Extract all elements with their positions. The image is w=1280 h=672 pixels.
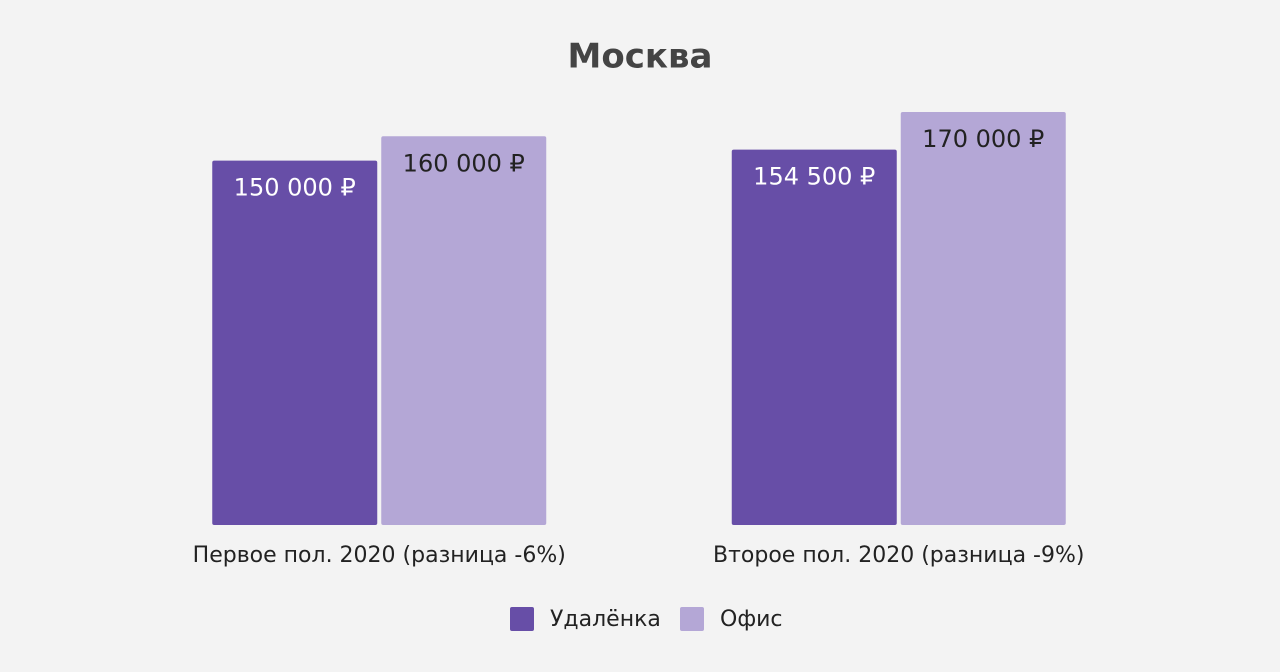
legend-swatch <box>510 607 534 631</box>
value-label: 150 000 ₽ <box>234 174 356 202</box>
legend-label: Удалёнка <box>550 607 661 632</box>
x-tick-label: Второе пол. 2020 (разница -9%) <box>713 543 1084 568</box>
value-label: 170 000 ₽ <box>922 125 1044 153</box>
bar <box>212 160 378 525</box>
value-label: 154 500 ₽ <box>753 163 875 191</box>
x-tick-label: Первое пол. 2020 (разница -6%) <box>193 543 566 568</box>
legend-swatch <box>680 607 704 631</box>
bar <box>900 112 1066 525</box>
legend-label: Офис <box>720 607 783 632</box>
value-label: 160 000 ₽ <box>403 149 525 177</box>
chart-title: Москва <box>568 37 713 77</box>
bar <box>381 136 547 525</box>
bar <box>731 149 897 525</box>
